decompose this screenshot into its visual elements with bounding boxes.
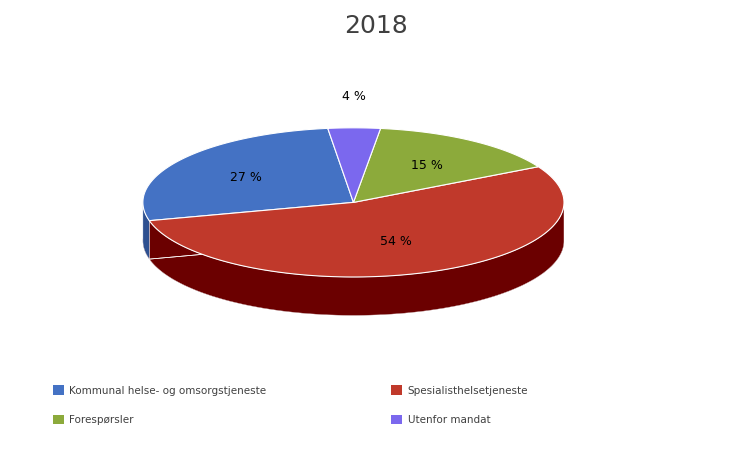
Polygon shape (150, 202, 564, 316)
Bar (53, 415, 64, 424)
Bar (53, 386, 64, 395)
Text: Forespørsler: Forespørsler (69, 414, 134, 424)
Polygon shape (353, 129, 538, 203)
Text: 54 %: 54 % (380, 235, 411, 248)
Text: Utenfor mandat: Utenfor mandat (408, 414, 490, 424)
Text: 2018: 2018 (344, 14, 408, 37)
Polygon shape (143, 202, 150, 259)
Bar (391, 415, 402, 424)
Polygon shape (143, 129, 353, 221)
Text: Spesialisthelsetjeneste: Spesialisthelsetjeneste (408, 385, 528, 395)
Polygon shape (150, 167, 564, 277)
Text: 4 %: 4 % (342, 90, 365, 103)
Polygon shape (328, 129, 381, 203)
Text: Kommunal helse- og omsorgstjeneste: Kommunal helse- og omsorgstjeneste (69, 385, 266, 395)
Bar (391, 386, 402, 395)
Text: 15 %: 15 % (411, 158, 443, 171)
Text: 27 %: 27 % (230, 170, 262, 184)
Ellipse shape (143, 167, 564, 316)
